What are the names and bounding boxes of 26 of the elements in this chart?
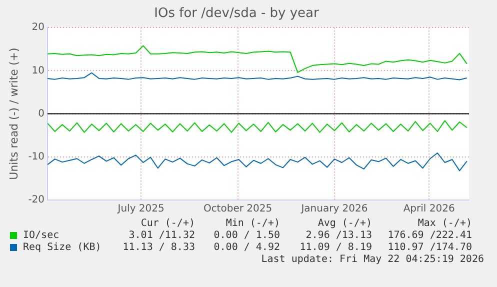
- text: 3.01 /11.32: [128, 230, 195, 241]
- y-tick-label: 20: [32, 22, 45, 34]
- text: Last update: Fri May 22 04:25:19 2026: [260, 254, 484, 265]
- legend-label: IO/sec: [23, 230, 60, 241]
- legend-label: Req Size (KB): [23, 242, 102, 253]
- text: 2.96 /13.13: [304, 230, 372, 241]
- y-tick-label: -20: [28, 194, 45, 206]
- x-tick-label: October 2025: [203, 204, 272, 215]
- x-tick-label: April 2026: [403, 204, 455, 215]
- text: 176.69 /222.41: [386, 230, 472, 241]
- text: Max (-/+): [416, 218, 472, 229]
- y-tick-label: 0: [38, 108, 45, 120]
- text: 110.97 /174.70: [386, 242, 472, 253]
- text: Avg (-/+): [316, 218, 372, 229]
- x-tick-label: January 2026: [300, 204, 368, 215]
- text: 0.00 / 4.92: [212, 242, 280, 253]
- text: Cur (-/+): [140, 218, 195, 229]
- y-axis-title: Units read (-) / write (+): [7, 48, 20, 180]
- x-tick-label: July 2025: [116, 204, 164, 215]
- text: 11.09 / 8.19: [298, 242, 372, 253]
- text: Min (-/+): [224, 218, 280, 229]
- y-tick-label: -10: [28, 151, 45, 162]
- text: 0.00 / 1.50: [212, 230, 280, 241]
- text: 11.13 / 8.33: [122, 242, 195, 253]
- chart-title: IOs for /dev/sda - by year: [154, 6, 320, 22]
- y-tick-label: 10: [32, 65, 45, 76]
